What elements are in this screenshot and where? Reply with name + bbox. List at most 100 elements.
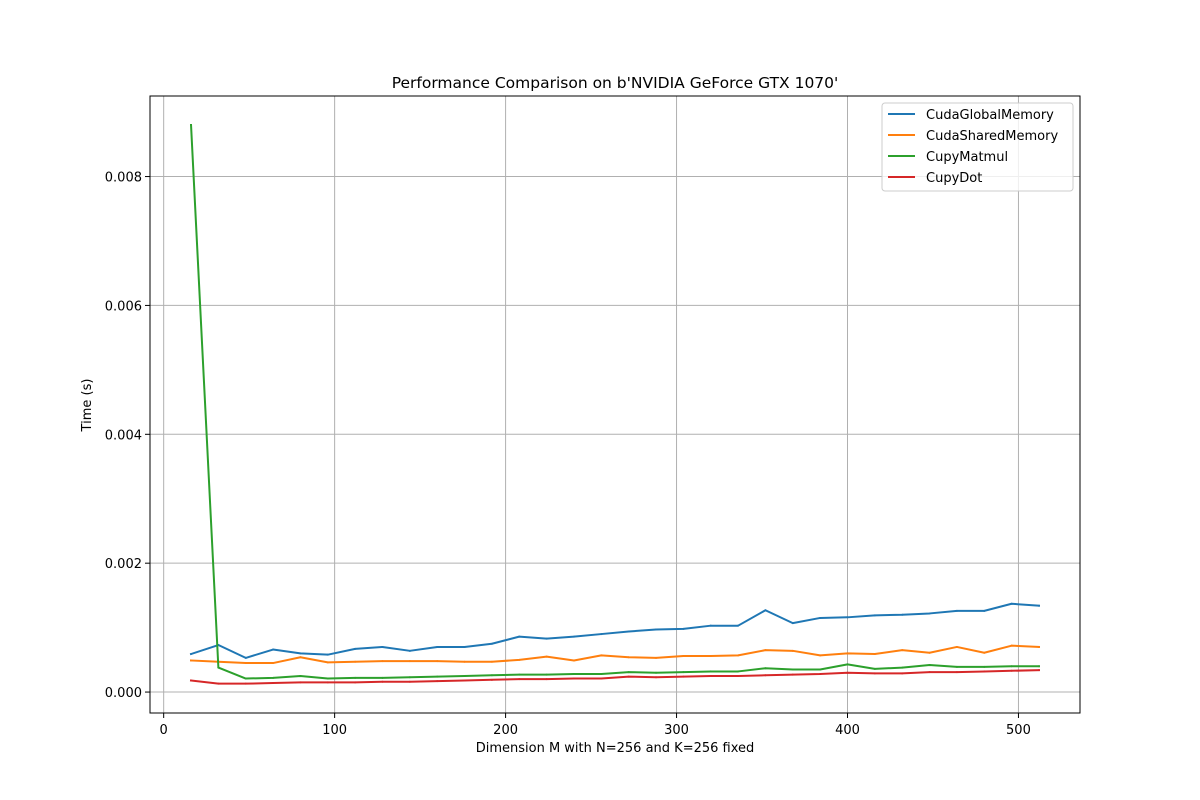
data-point-cupy-dot: [600, 677, 603, 680]
data-point-cupy-matmul: [490, 674, 493, 677]
data-point-cupy-dot: [1037, 669, 1040, 672]
y-axis-title: Time (s): [80, 379, 95, 433]
data-point-cupy-dot: [408, 680, 411, 683]
data-point-cupy-matmul: [682, 671, 685, 674]
data-point-cupy-dot: [217, 682, 220, 685]
data-point-cuda-shared-memory: [244, 662, 247, 665]
data-point-cupy-matmul: [572, 673, 575, 676]
data-point-cuda-shared-memory: [463, 660, 466, 663]
data-point-cuda-shared-memory: [326, 661, 329, 664]
data-point-cuda-global-memory: [408, 649, 411, 652]
data-point-cuda-shared-memory: [928, 651, 931, 654]
data-point-cuda-shared-memory: [682, 654, 685, 657]
data-point-cupy-dot: [518, 678, 521, 681]
data-point-cupy-matmul: [545, 673, 548, 676]
y-tick-label: 0.008: [105, 171, 142, 186]
data-point-cupy-dot: [244, 682, 247, 685]
data-point-cuda-shared-memory: [983, 651, 986, 654]
data-point-cuda-global-memory: [518, 635, 521, 638]
data-point-cuda-shared-memory: [572, 659, 575, 662]
data-point-cuda-global-memory: [873, 614, 876, 617]
data-point-cupy-matmul: [600, 673, 603, 676]
data-point-cuda-global-memory: [272, 648, 275, 651]
x-tick-label: 500: [1006, 723, 1031, 738]
data-point-cupy-matmul: [299, 674, 302, 677]
data-point-cupy-matmul: [846, 663, 849, 666]
data-point-cuda-global-memory: [354, 647, 357, 650]
data-point-cuda-global-memory: [436, 645, 439, 648]
data-point-cuda-shared-memory: [655, 656, 658, 659]
data-point-cupy-matmul: [518, 673, 521, 676]
data-point-cuda-global-memory: [955, 609, 958, 612]
data-point-cupy-matmul: [326, 677, 329, 680]
data-point-cuda-global-memory: [1010, 602, 1013, 605]
data-point-cuda-global-memory: [545, 637, 548, 640]
data-point-cuda-global-memory: [463, 645, 466, 648]
data-point-cupy-dot: [764, 674, 767, 677]
legend-label-cupy-dot: CupyDot: [926, 171, 982, 186]
data-point-cuda-shared-memory: [545, 655, 548, 658]
x-tick-label: 200: [493, 723, 518, 738]
data-point-cupy-dot: [1010, 669, 1013, 672]
x-tick-label: 0: [160, 723, 168, 738]
data-point-cupy-dot: [436, 680, 439, 683]
data-point-cupy-dot: [381, 680, 384, 683]
data-point-cuda-global-memory: [791, 622, 794, 625]
data-point-cupy-matmul: [873, 667, 876, 670]
data-point-cupy-matmul: [244, 677, 247, 680]
data-point-cuda-shared-memory: [436, 660, 439, 663]
data-point-cupy-dot: [983, 670, 986, 673]
data-point-cuda-shared-memory: [846, 652, 849, 655]
series-line-cupy-dot: [189, 669, 1040, 685]
series-lines: [189, 123, 1041, 685]
data-point-cuda-shared-memory: [490, 660, 493, 663]
data-point-cupy-dot: [737, 674, 740, 677]
data-point-cuda-shared-memory: [791, 649, 794, 652]
data-point-cuda-global-memory: [682, 627, 685, 630]
data-point-cuda-global-memory: [381, 645, 384, 648]
data-point-cuda-global-memory: [846, 616, 849, 619]
data-point-cuda-shared-memory: [272, 662, 275, 665]
data-point-cuda-global-memory: [326, 653, 329, 656]
data-point-cupy-matmul: [1010, 665, 1013, 668]
grid: [150, 96, 1080, 713]
data-point-cuda-global-memory: [299, 652, 302, 655]
data-point-cuda-global-memory: [737, 624, 740, 627]
data-point-cupy-matmul: [190, 123, 193, 126]
data-point-cupy-dot: [655, 676, 658, 679]
y-tick-label: 0.006: [105, 299, 142, 314]
data-point-cupy-dot: [846, 671, 849, 674]
data-point-cupy-dot: [326, 681, 329, 684]
legend-label-cuda-global-memory: CudaGlobalMemory: [926, 108, 1054, 123]
data-point-cupy-matmul: [436, 675, 439, 678]
data-point-cupy-matmul: [955, 665, 958, 668]
data-point-cuda-global-memory: [627, 630, 630, 633]
data-point-cupy-dot: [299, 681, 302, 684]
data-point-cupy-dot: [190, 679, 193, 682]
data-point-cupy-matmul: [819, 668, 822, 671]
data-point-cuda-shared-memory: [190, 659, 193, 662]
data-point-cuda-shared-memory: [627, 656, 630, 659]
y-tick-label: 0.000: [105, 686, 142, 701]
data-point-cupy-matmul: [381, 676, 384, 679]
data-point-cuda-shared-memory: [764, 649, 767, 652]
x-tick-label: 300: [664, 723, 689, 738]
data-point-cuda-shared-memory: [819, 654, 822, 657]
data-point-cuda-global-memory: [190, 653, 193, 656]
data-point-cuda-global-memory: [1037, 604, 1040, 607]
data-point-cupy-matmul: [709, 670, 712, 673]
data-point-cuda-shared-memory: [1010, 644, 1013, 647]
data-point-cuda-shared-memory: [381, 660, 384, 663]
y-tick-label: 0.004: [105, 428, 142, 443]
y-tick-label: 0.002: [105, 557, 142, 572]
data-point-cuda-shared-memory: [518, 658, 521, 661]
data-point-cupy-matmul: [354, 676, 357, 679]
x-axis-title: Dimension M with N=256 and K=256 fixed: [476, 741, 755, 756]
data-point-cuda-global-memory: [983, 609, 986, 612]
data-point-cuda-shared-memory: [600, 654, 603, 657]
data-point-cupy-dot: [873, 672, 876, 675]
data-point-cupy-dot: [354, 681, 357, 684]
data-point-cupy-dot: [272, 682, 275, 685]
